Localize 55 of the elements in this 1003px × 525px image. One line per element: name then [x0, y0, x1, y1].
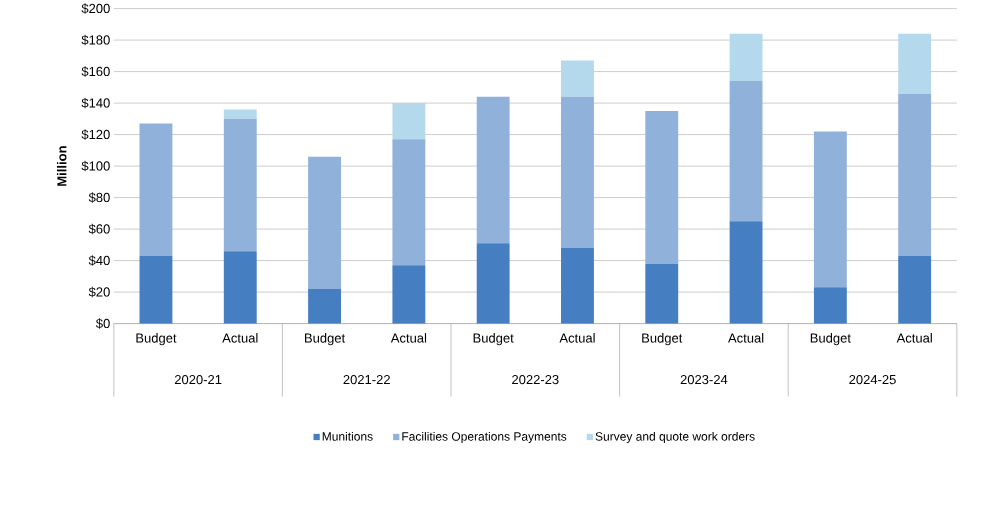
- bar: [898, 33, 932, 94]
- bar: [561, 60, 594, 97]
- bar: [561, 96, 594, 248]
- bar: [645, 110, 679, 264]
- text: 2020-21: [174, 374, 222, 385]
- bar: [729, 80, 763, 222]
- bar: [898, 255, 932, 324]
- bar: [729, 33, 763, 81]
- bar: [308, 288, 341, 324]
- bar: [392, 265, 426, 324]
- x-tick-label: Budget: [810, 333, 851, 346]
- x-tick-label: Actual: [222, 333, 258, 343]
- y-tick-label: $120: [81, 129, 110, 140]
- y-tick-label: $100: [81, 160, 110, 172]
- y-tick-label: $160: [81, 66, 110, 77]
- bar: [139, 255, 173, 324]
- legend-label: Facilities Operations Payments: [402, 431, 567, 443]
- legend-label: Survey and quote work orders: [595, 431, 755, 443]
- x-tick-label: Budget: [473, 333, 514, 346]
- text: 2023-24: [680, 374, 728, 385]
- bar: [392, 102, 426, 140]
- bar: [223, 251, 257, 324]
- y-tick-label: $140: [81, 97, 110, 109]
- bar: [392, 139, 426, 266]
- y-tick-label: $180: [81, 34, 110, 46]
- y-tick-label: $20: [88, 286, 110, 298]
- x-tick-label: Budget: [305, 333, 346, 346]
- text: 2024-25: [849, 374, 896, 385]
- y-tick-label: $60: [88, 223, 110, 235]
- bar: [476, 96, 510, 244]
- x-tick-label: Actual: [896, 333, 932, 343]
- y-tick-label: $200: [81, 3, 110, 14]
- bar: [729, 221, 763, 324]
- bar: [898, 93, 932, 256]
- y-tick-label: $40: [88, 255, 110, 266]
- bar: [308, 156, 341, 289]
- bar: [645, 263, 679, 324]
- bar: [223, 109, 257, 119]
- x-tick-label: Budget: [136, 333, 177, 346]
- text: 2021-22: [343, 374, 390, 385]
- bar: [139, 123, 173, 256]
- y-tick-label: $80: [88, 192, 110, 203]
- bar: [813, 287, 847, 324]
- y-axis-title: Million: [56, 146, 67, 186]
- text: 2022-23: [512, 374, 559, 385]
- y-tick-label: $0: [95, 318, 110, 329]
- legend-label: Munitions: [322, 431, 373, 441]
- x-tick-label: Budget: [642, 333, 683, 346]
- bar: [561, 247, 594, 324]
- bar: [223, 118, 257, 252]
- x-tick-label: Actual: [390, 333, 427, 343]
- bar: [813, 131, 847, 288]
- x-tick-label: Actual: [728, 333, 764, 343]
- bar: [476, 243, 510, 324]
- x-tick-label: Actual: [559, 333, 595, 343]
